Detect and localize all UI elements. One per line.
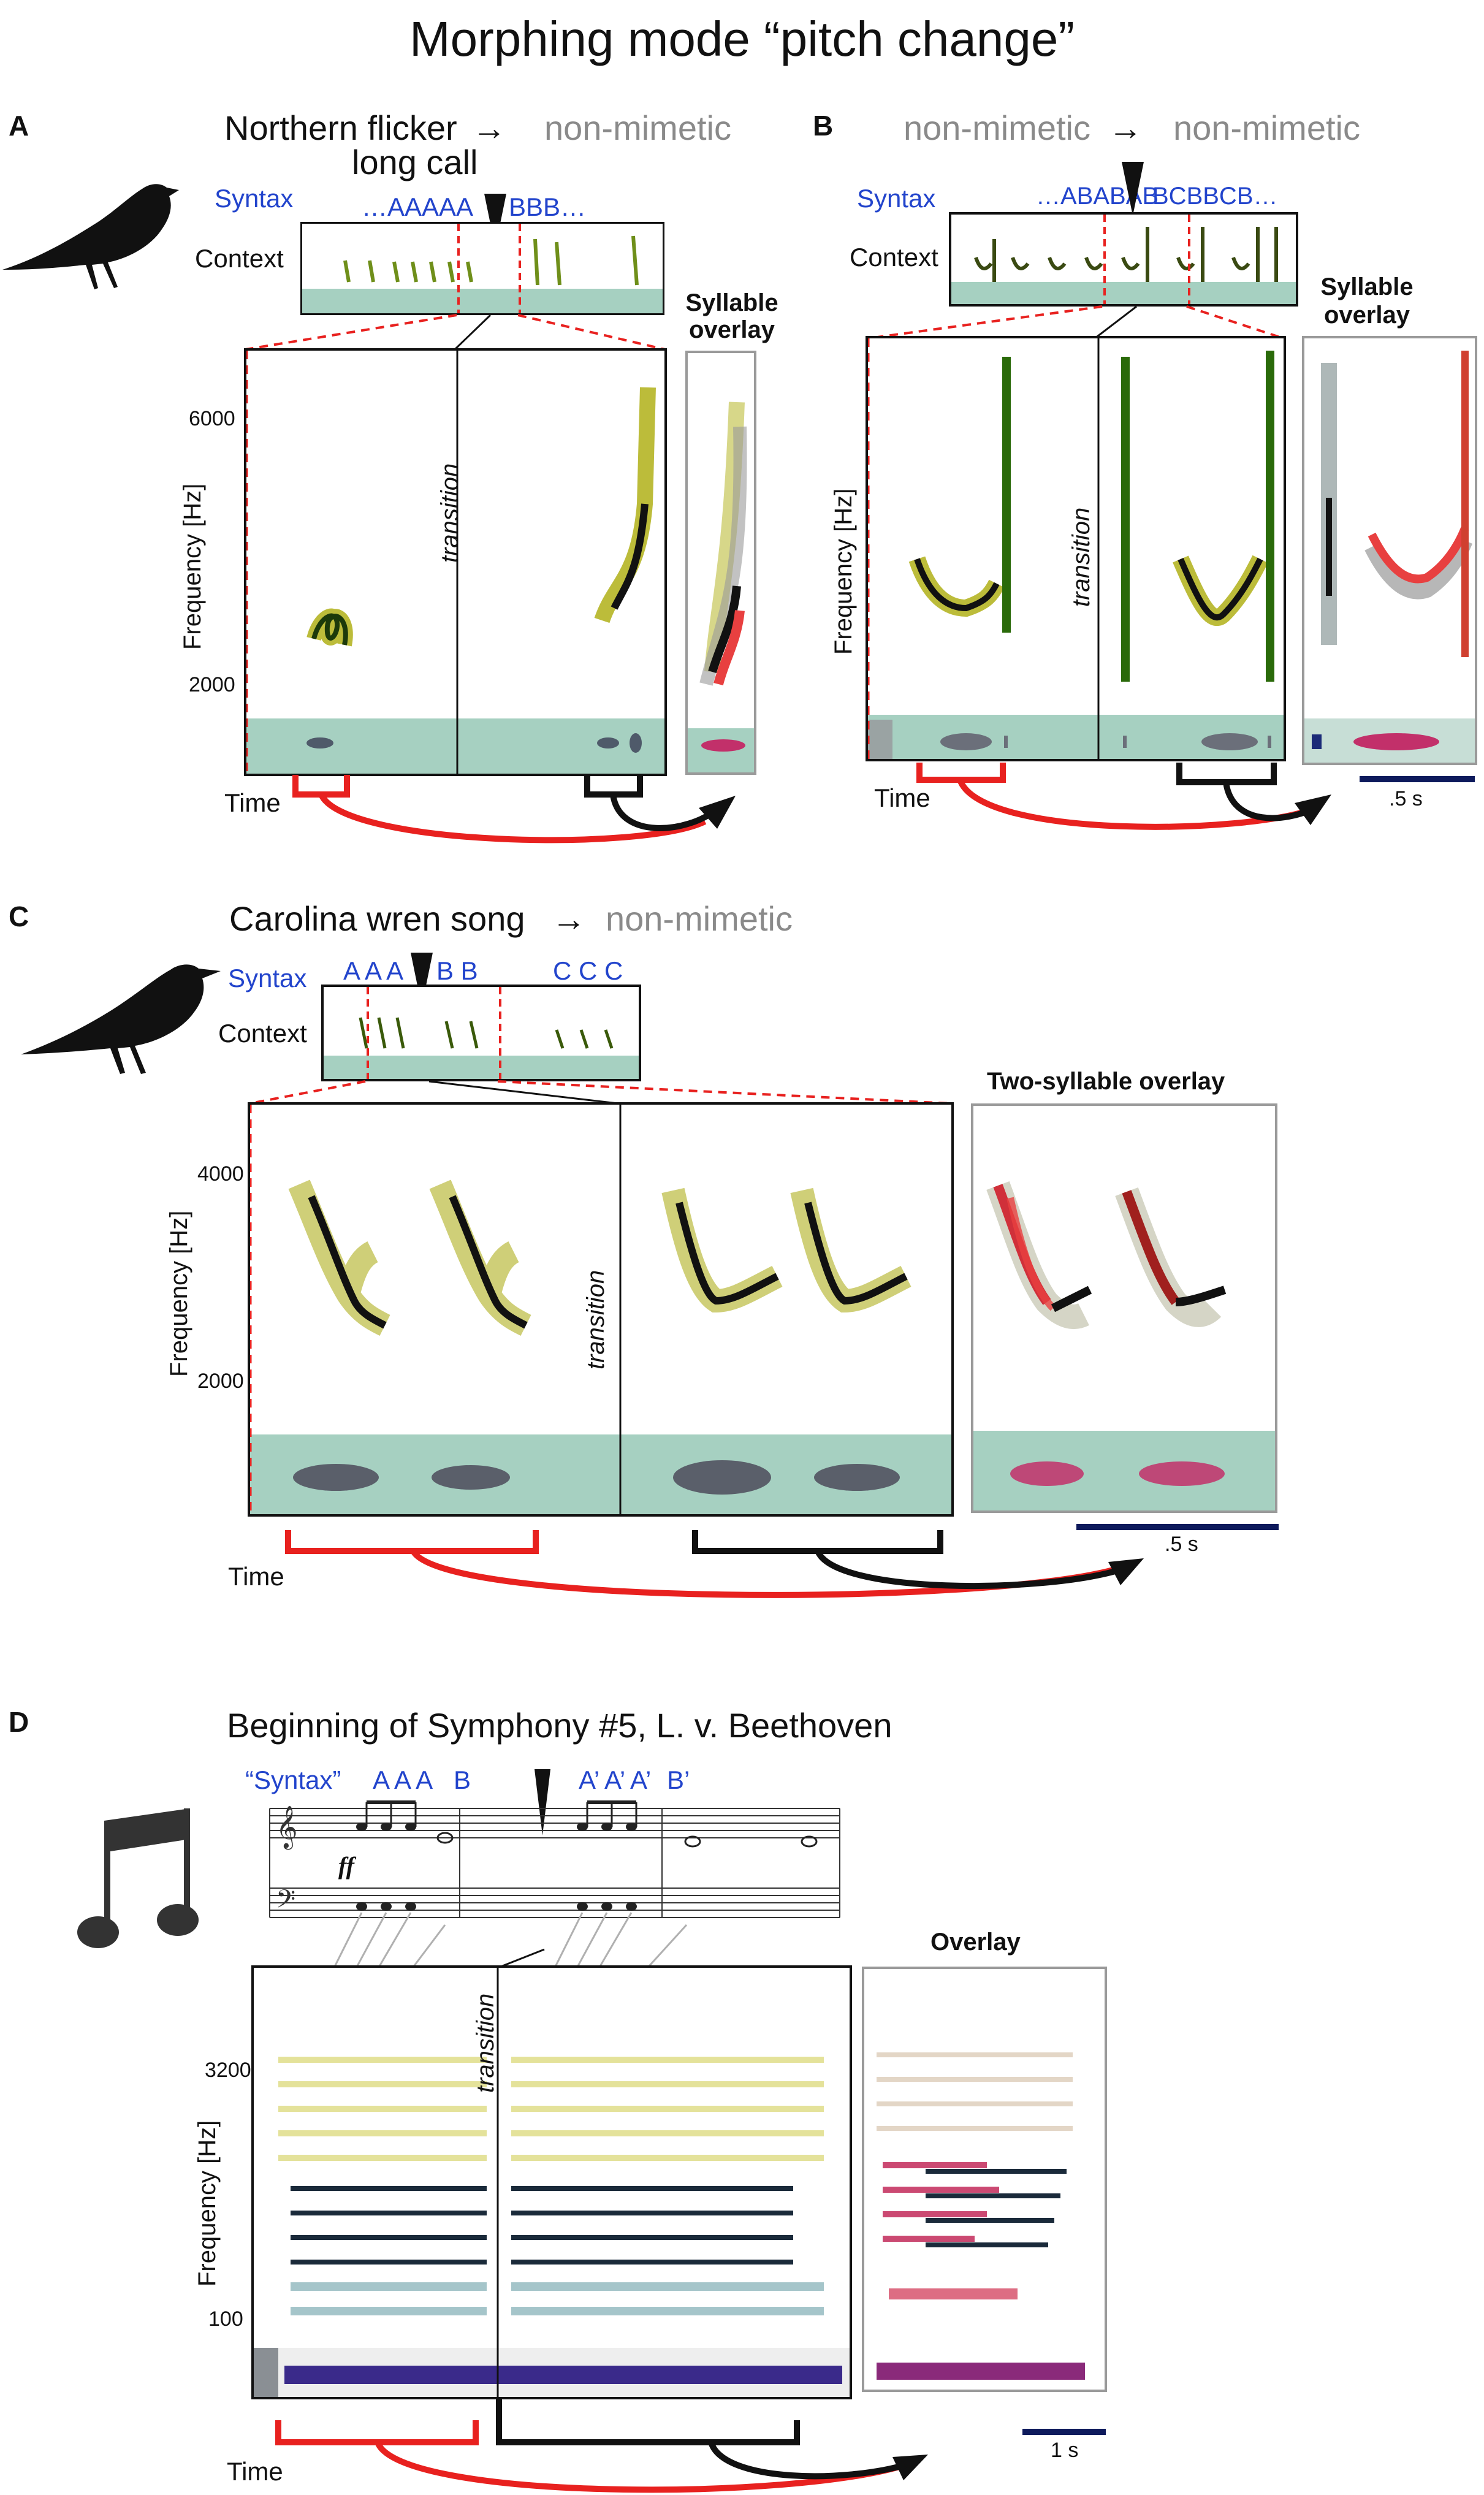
syntax-group: B’	[667, 1766, 690, 1794]
time-label: Time	[874, 783, 930, 812]
main-spectrogram	[866, 336, 1286, 761]
time-label: Time	[228, 1562, 284, 1591]
syntax-group: A’ A’ A’	[579, 1766, 652, 1794]
transition-label: transition	[436, 463, 463, 563]
syntax-label: Syntax	[228, 964, 307, 992]
panel-letter: A	[9, 110, 29, 142]
panel-title-arrow: →	[1108, 109, 1143, 147]
y-axis-label: Frequency [Hz]	[194, 2120, 221, 2287]
syntax-group: C C C	[553, 956, 623, 985]
panel-title-source: non-mimetic	[904, 109, 1090, 147]
panel-title-target: non-mimetic	[1173, 109, 1360, 147]
panel-letter: C	[9, 901, 29, 932]
y-tick-label: 100	[208, 2307, 243, 2331]
two-syllable-overlay	[971, 1103, 1277, 1513]
transition-label: transition	[1068, 507, 1095, 607]
main-spectrogram	[244, 348, 667, 776]
overlay-label: Syllable	[685, 289, 778, 316]
panel-title: Beginning of Symphony #5, L. v. Beethove…	[227, 1706, 892, 1745]
y-axis-label: Frequency [Hz]	[830, 488, 857, 655]
syntax-label: Syntax	[215, 184, 294, 213]
y-tick-label: 4000	[197, 1162, 244, 1186]
panel-title-target: non-mimetic	[606, 899, 793, 938]
overlay-label: Overlay	[930, 1929, 1021, 1956]
musical-score: 𝄞 𝄢	[269, 1800, 840, 1920]
selection-marker-icon	[1122, 162, 1144, 216]
syntax-group: B B	[436, 956, 478, 985]
main-spectrogram	[251, 1965, 852, 2399]
y-tick-label: 2000	[189, 673, 235, 696]
svg-text:𝄢: 𝄢	[276, 1884, 295, 1920]
svg-text:𝄞: 𝄞	[276, 1805, 297, 1849]
y-tick-label: 2000	[197, 1369, 244, 1393]
syntax-sequence-b: BBB…	[509, 192, 587, 221]
overlay-label-line2: overlay	[1323, 302, 1410, 329]
context-spectrogram	[300, 222, 664, 315]
overlay-label: Syllable	[1320, 273, 1414, 300]
time-label: Time	[224, 788, 281, 817]
transition-label: transition	[582, 1270, 609, 1369]
context-label: Context	[195, 244, 284, 273]
overlay-label: Two-syllable overlay	[987, 1068, 1225, 1095]
panel-title-source: Northern flicker	[224, 109, 457, 147]
y-axis-label: Frequency [Hz]	[179, 483, 206, 650]
selection-marker-icon	[484, 194, 506, 248]
panel-title-arrow: →	[552, 899, 586, 938]
context-spectrogram	[321, 985, 641, 1081]
selection-marker-icon	[411, 953, 433, 1007]
syntax-group: A A A	[343, 956, 404, 985]
scale-bar-label: .5 s	[1389, 787, 1423, 810]
panel-title-target: non-mimetic	[544, 109, 731, 147]
selection-marker-icon	[535, 1769, 550, 1835]
music-note-icon	[77, 1808, 199, 1948]
panel-title-source: Carolina wren song	[229, 899, 525, 938]
main-spectrogram	[248, 1102, 954, 1517]
overlay-label-line2: overlay	[688, 316, 775, 343]
time-label: Time	[227, 2457, 283, 2486]
syllable-overlay	[1302, 336, 1477, 765]
transition-label: transition	[472, 1993, 499, 2093]
figure-title: Morphing mode “pitch change”	[409, 12, 1075, 66]
y-tick-label: 6000	[189, 407, 235, 430]
syllable-overlay	[685, 351, 756, 775]
context-label: Context	[218, 1019, 307, 1048]
syntax-label: Syntax	[857, 184, 936, 213]
panel-title-source-line2: long call	[352, 143, 478, 181]
syntax-sequence-b: BCBBCB…	[1152, 183, 1278, 210]
syntax-label: “Syntax”	[245, 1766, 341, 1794]
panel-letter: B	[813, 110, 834, 142]
panel-letter: D	[9, 1706, 29, 1738]
context-label: Context	[850, 243, 938, 272]
overlay	[862, 1967, 1107, 2392]
panel-title-arrow: →	[472, 109, 506, 147]
syntax-sequence-a: …AAAAA	[362, 192, 474, 221]
context-spectrogram	[949, 212, 1298, 307]
scale-bar-label: .5 s	[1165, 1533, 1198, 1556]
y-tick-label: 3200	[205, 2059, 251, 2082]
y-axis-label: Frequency [Hz]	[166, 1210, 192, 1377]
bird-silhouette-icon	[21, 964, 221, 1074]
syntax-group: B	[454, 1766, 471, 1794]
bird-silhouette-icon	[2, 184, 179, 289]
scale-bar-label: 1 s	[1051, 2439, 1079, 2462]
dynamic-marking: ff	[338, 1852, 354, 1880]
syntax-group: A A A	[373, 1766, 433, 1794]
